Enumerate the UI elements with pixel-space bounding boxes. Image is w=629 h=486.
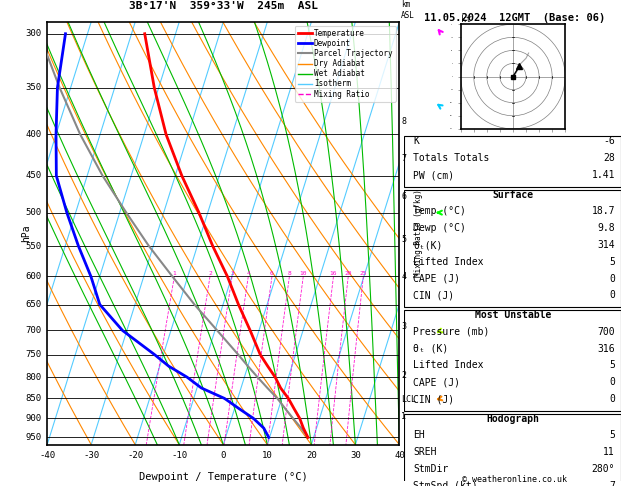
Text: -10: -10 xyxy=(171,451,187,460)
Text: CIN (J): CIN (J) xyxy=(413,291,454,300)
Text: 600: 600 xyxy=(26,272,42,281)
Text: © weatheronline.co.uk: © weatheronline.co.uk xyxy=(462,474,567,484)
Text: 11: 11 xyxy=(603,447,615,457)
Text: 1: 1 xyxy=(172,272,176,277)
Text: 7: 7 xyxy=(401,154,406,163)
Text: km
ASL: km ASL xyxy=(401,0,415,20)
Text: 3: 3 xyxy=(230,272,234,277)
Text: 4: 4 xyxy=(401,272,406,281)
Text: 3B°17'N  359°33'W  245m  ASL: 3B°17'N 359°33'W 245m ASL xyxy=(129,1,318,11)
Text: 6: 6 xyxy=(270,272,274,277)
Text: 650: 650 xyxy=(26,300,42,309)
Text: -20: -20 xyxy=(127,451,143,460)
Text: 2: 2 xyxy=(208,272,212,277)
Text: CAPE (J): CAPE (J) xyxy=(413,377,460,387)
Text: 6: 6 xyxy=(401,192,406,201)
Text: 500: 500 xyxy=(26,208,42,217)
Text: Pressure (mb): Pressure (mb) xyxy=(413,327,489,337)
Text: PW (cm): PW (cm) xyxy=(413,170,454,180)
Text: 25: 25 xyxy=(360,272,367,277)
Text: SREH: SREH xyxy=(413,447,437,457)
Text: 16: 16 xyxy=(330,272,337,277)
Text: 20: 20 xyxy=(306,451,317,460)
Bar xyxy=(404,190,621,307)
Text: θₜ(K): θₜ(K) xyxy=(413,240,443,250)
Text: hPa: hPa xyxy=(21,225,31,242)
Text: 700: 700 xyxy=(598,327,615,337)
Text: 2: 2 xyxy=(401,370,406,380)
Text: 8: 8 xyxy=(287,272,291,277)
Text: Mixing Ratio (g/kg): Mixing Ratio (g/kg) xyxy=(415,190,423,277)
Text: 9.8: 9.8 xyxy=(598,223,615,233)
Text: 0: 0 xyxy=(221,451,226,460)
Text: StmDir: StmDir xyxy=(413,464,448,474)
Text: 5: 5 xyxy=(609,431,615,440)
Text: 800: 800 xyxy=(26,373,42,382)
Text: 850: 850 xyxy=(26,394,42,403)
Text: Lifted Index: Lifted Index xyxy=(413,257,484,267)
Text: 316: 316 xyxy=(598,344,615,354)
Bar xyxy=(404,137,621,187)
Bar xyxy=(404,310,621,411)
Text: CIN (J): CIN (J) xyxy=(413,394,454,404)
Text: 1.41: 1.41 xyxy=(591,170,615,180)
Text: 900: 900 xyxy=(26,414,42,423)
Text: -6: -6 xyxy=(603,137,615,146)
Text: 5: 5 xyxy=(609,361,615,370)
Text: 40: 40 xyxy=(394,451,405,460)
Text: Dewp (°C): Dewp (°C) xyxy=(413,223,466,233)
Text: 3: 3 xyxy=(401,322,406,331)
Text: 10: 10 xyxy=(299,272,307,277)
Text: 8: 8 xyxy=(401,117,406,125)
Text: StmSpd (kt): StmSpd (kt) xyxy=(413,481,478,486)
Text: 5: 5 xyxy=(401,235,406,244)
Text: 314: 314 xyxy=(598,240,615,250)
Text: 280°: 280° xyxy=(591,464,615,474)
Text: 400: 400 xyxy=(26,130,42,139)
Text: 350: 350 xyxy=(26,83,42,92)
Text: LCL: LCL xyxy=(401,395,416,404)
Text: 5: 5 xyxy=(609,257,615,267)
Text: -40: -40 xyxy=(39,451,55,460)
Text: Totals Totals: Totals Totals xyxy=(413,153,489,163)
Text: 18.7: 18.7 xyxy=(591,207,615,216)
Text: CAPE (J): CAPE (J) xyxy=(413,274,460,284)
Text: θₜ (K): θₜ (K) xyxy=(413,344,448,354)
Text: Dewpoint / Temperature (°C): Dewpoint / Temperature (°C) xyxy=(139,472,308,482)
Text: Most Unstable: Most Unstable xyxy=(475,310,551,320)
Text: 11.05.2024  12GMT  (Base: 06): 11.05.2024 12GMT (Base: 06) xyxy=(424,13,605,23)
Text: 30: 30 xyxy=(350,451,361,460)
Text: kt: kt xyxy=(460,15,470,24)
Text: Temp (°C): Temp (°C) xyxy=(413,207,466,216)
Text: Hodograph: Hodograph xyxy=(486,414,540,424)
Text: 28: 28 xyxy=(603,153,615,163)
Text: 450: 450 xyxy=(26,171,42,180)
Text: 0: 0 xyxy=(609,274,615,284)
Text: Surface: Surface xyxy=(493,190,533,200)
Text: 7: 7 xyxy=(609,481,615,486)
Text: -30: -30 xyxy=(83,451,99,460)
Text: 550: 550 xyxy=(26,242,42,250)
Text: 950: 950 xyxy=(26,433,42,442)
Text: 1: 1 xyxy=(401,412,406,421)
Text: K: K xyxy=(413,137,419,146)
Text: 0: 0 xyxy=(609,377,615,387)
Text: 10: 10 xyxy=(262,451,273,460)
Text: 750: 750 xyxy=(26,350,42,359)
Text: 0: 0 xyxy=(609,394,615,404)
Text: 0: 0 xyxy=(609,291,615,300)
Text: 4: 4 xyxy=(247,272,250,277)
Text: 700: 700 xyxy=(26,326,42,335)
Legend: Temperature, Dewpoint, Parcel Trajectory, Dry Adiabat, Wet Adiabat, Isotherm, Mi: Temperature, Dewpoint, Parcel Trajectory… xyxy=(295,26,396,102)
Text: 20: 20 xyxy=(345,272,352,277)
Text: Lifted Index: Lifted Index xyxy=(413,361,484,370)
Text: EH: EH xyxy=(413,431,425,440)
Bar xyxy=(404,414,621,486)
Text: 300: 300 xyxy=(26,29,42,38)
